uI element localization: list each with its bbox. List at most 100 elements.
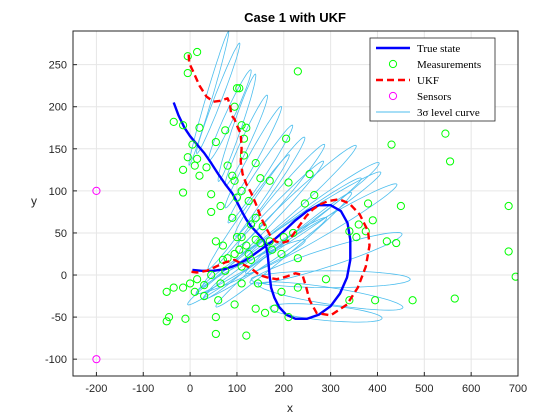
measurement-point bbox=[396, 201, 405, 211]
measurement-point bbox=[178, 121, 188, 130]
level-curve-ellipse bbox=[237, 143, 326, 247]
legend-label: True state bbox=[417, 43, 460, 55]
y-tick-label: -50 bbox=[51, 312, 67, 324]
measurement-point bbox=[230, 300, 239, 309]
measurement-point bbox=[181, 314, 190, 323]
measurement-point bbox=[354, 220, 363, 229]
y-tick-label: 50 bbox=[55, 228, 67, 240]
measurement-point bbox=[282, 134, 291, 143]
measurement-point bbox=[450, 294, 459, 303]
measurement-point bbox=[251, 304, 260, 313]
level-curve-ellipse bbox=[250, 270, 411, 289]
measurement-point bbox=[223, 161, 232, 170]
measurement-point bbox=[162, 287, 171, 296]
measurement-point bbox=[310, 190, 319, 200]
legend-marker bbox=[388, 59, 398, 69]
measurement-point bbox=[293, 283, 302, 292]
measurement-point bbox=[200, 281, 209, 290]
measurement-point bbox=[293, 67, 302, 76]
measurement-point bbox=[504, 201, 513, 211]
measurement-point bbox=[293, 254, 302, 263]
measurement-point bbox=[511, 272, 518, 281]
measurement-point bbox=[251, 159, 260, 168]
legend-label: Sensors bbox=[417, 91, 451, 103]
level-curve-ellipse bbox=[196, 42, 241, 154]
y-tick-label: 250 bbox=[49, 60, 67, 72]
x-tick-label: 0 bbox=[187, 383, 193, 395]
x-tick-label: -200 bbox=[85, 383, 107, 395]
measurement-point bbox=[441, 129, 450, 138]
legend-item: Sensors bbox=[388, 91, 451, 103]
series-layer bbox=[92, 47, 518, 364]
measurement-point bbox=[178, 283, 188, 292]
measurement-point bbox=[237, 121, 246, 130]
measurement-point bbox=[284, 178, 293, 187]
measurement-point bbox=[352, 233, 361, 242]
tick-layer: -200 -100 0 100 200 300 400 500 600 700 -100 -50 0 50… bbox=[45, 60, 527, 395]
measurement-point bbox=[207, 207, 216, 217]
measurement-point bbox=[260, 308, 270, 317]
level-curve-ellipse bbox=[249, 231, 403, 285]
x-tick-label: -100 bbox=[132, 383, 154, 395]
measurement-point bbox=[169, 117, 178, 126]
measurement-point bbox=[504, 247, 513, 256]
measurement-point bbox=[207, 270, 216, 280]
x-tick-label: 300 bbox=[321, 383, 339, 395]
measurement-point bbox=[251, 213, 260, 222]
measurement-point bbox=[235, 245, 244, 254]
legend-label: 3σ level curve bbox=[417, 107, 480, 119]
level-curves bbox=[187, 31, 411, 323]
measurement-point bbox=[345, 296, 354, 305]
measurement-point bbox=[228, 171, 237, 180]
measurement-point bbox=[305, 169, 314, 179]
legend: True state Measurements UKF Sensors 3σ level… bbox=[369, 37, 496, 122]
measurement-point bbox=[321, 275, 331, 284]
y-tick-label: 150 bbox=[49, 144, 67, 156]
measurement-point bbox=[242, 331, 251, 340]
measurement-point bbox=[218, 241, 227, 250]
measurement-point bbox=[230, 249, 239, 259]
measurement-point bbox=[265, 237, 274, 246]
measurement-point bbox=[195, 171, 204, 180]
measurement-point bbox=[387, 140, 396, 149]
measurement-point bbox=[216, 201, 225, 211]
level-curve-ellipse bbox=[224, 105, 283, 209]
measurement-point bbox=[221, 126, 230, 135]
measurement-point bbox=[246, 220, 256, 229]
legend-item: Measurements bbox=[388, 59, 481, 71]
measurement-point bbox=[183, 68, 192, 78]
x-tick-label: 100 bbox=[228, 383, 246, 395]
measurement-point bbox=[300, 199, 309, 208]
measurement-point bbox=[195, 123, 204, 132]
measurement-point bbox=[200, 291, 209, 301]
x-tick-label: 500 bbox=[415, 383, 433, 395]
measurement-point bbox=[228, 213, 237, 222]
measurement-point bbox=[186, 279, 195, 288]
x-tick-label: 400 bbox=[368, 383, 386, 395]
measurement-point bbox=[265, 176, 274, 185]
measurement-point bbox=[242, 241, 251, 250]
measurement-point bbox=[237, 233, 246, 242]
measurement-point bbox=[232, 193, 242, 202]
measurement-point bbox=[289, 228, 298, 238]
true-state-line bbox=[172, 102, 352, 320]
sensor-point bbox=[92, 355, 101, 364]
measurement-point bbox=[256, 174, 265, 183]
level-curve-ellipse bbox=[227, 124, 294, 224]
x-axis-label: x bbox=[287, 401, 293, 415]
y-axis-label: y bbox=[31, 194, 37, 208]
measurement-point bbox=[253, 279, 263, 288]
measurement-point bbox=[371, 296, 380, 305]
measurement-point bbox=[211, 312, 220, 322]
level-curve-ellipse bbox=[215, 192, 353, 308]
legend-item: 3σ level curve bbox=[376, 107, 480, 119]
measurement-point bbox=[244, 249, 253, 259]
measurement-point bbox=[211, 137, 220, 147]
level-curve-ellipse bbox=[234, 136, 306, 237]
measurement-point bbox=[277, 249, 286, 259]
level-curve-ellipse bbox=[257, 281, 404, 311]
chart-title: Case 1 with UKF bbox=[244, 10, 346, 25]
measurement-point bbox=[284, 312, 293, 322]
measurement-point bbox=[345, 227, 354, 236]
level-curve-ellipse bbox=[217, 73, 257, 182]
